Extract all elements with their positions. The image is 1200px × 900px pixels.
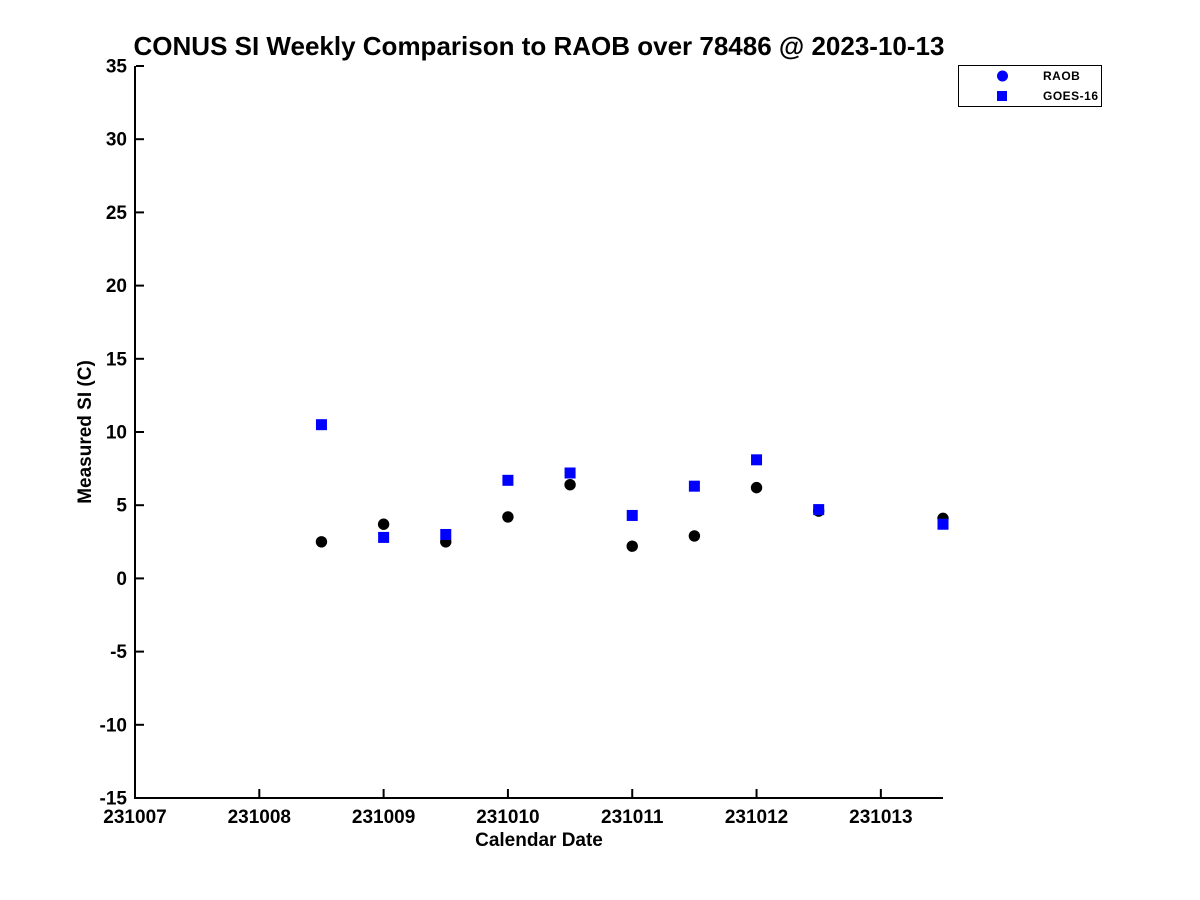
data-point-goes-16 — [440, 528, 452, 540]
data-point-goes-16 — [502, 474, 514, 486]
y-tick-label: 30 — [106, 130, 127, 151]
data-point-raob — [564, 479, 576, 491]
y-tick-label: 15 — [106, 349, 128, 370]
y-axis-label: Measured SI (C) — [75, 360, 96, 504]
x-tick-label: 231013 — [849, 807, 912, 828]
chart-title: CONUS SI Weekly Comparison to RAOB over … — [133, 31, 945, 61]
data-point-raob — [315, 536, 328, 548]
y-tick-label: 5 — [116, 496, 127, 517]
data-point-goes-16 — [751, 454, 763, 466]
data-point-goes-16 — [688, 480, 700, 492]
legend-label-goes-16: GOES-16 — [1043, 89, 1099, 103]
legend-row-raob: RAOB — [959, 66, 1101, 86]
axis-spines — [134, 66, 943, 799]
data-point-raob — [688, 530, 701, 542]
x-tick-label: 231007 — [103, 807, 166, 828]
legend-row-goes-16: GOES-16 — [959, 86, 1101, 106]
y-tick-label: 35 — [106, 57, 128, 78]
legend-box: RAOB GOES-16 — [958, 65, 1102, 107]
y-tick-label: 10 — [106, 423, 127, 444]
data-point-goes-16 — [626, 509, 638, 521]
y-tick-label: 0 — [116, 569, 127, 590]
raob-legend-marker-icon — [997, 70, 1008, 82]
data-point-goes-16 — [813, 504, 825, 516]
x-tick-label: 231012 — [725, 807, 788, 828]
data-point-goes-16 — [937, 518, 949, 530]
data-point-goes-16 — [378, 531, 390, 543]
data-point-goes-16 — [564, 467, 576, 479]
goes-16-legend-marker-icon — [997, 91, 1007, 101]
x-tick-label: 231011 — [601, 807, 664, 828]
x-tick-label: 231010 — [476, 807, 539, 828]
y-tick-label: 20 — [106, 276, 127, 297]
x-tick-label: 231009 — [352, 807, 415, 828]
x-axis-label: Calendar Date — [475, 830, 603, 851]
y-tick-label: -10 — [100, 715, 127, 736]
x-tick-label: 231008 — [228, 807, 291, 828]
data-point-raob — [750, 481, 763, 494]
data-point-raob — [626, 540, 638, 552]
y-tick-label: 25 — [106, 203, 128, 224]
data-point-raob — [377, 518, 390, 530]
legend-label-raob: RAOB — [1043, 69, 1081, 83]
data-point-goes-16 — [315, 419, 327, 431]
data-point-raob — [502, 511, 514, 523]
y-tick-label: -15 — [100, 789, 128, 810]
y-tick-label: -5 — [110, 642, 127, 663]
